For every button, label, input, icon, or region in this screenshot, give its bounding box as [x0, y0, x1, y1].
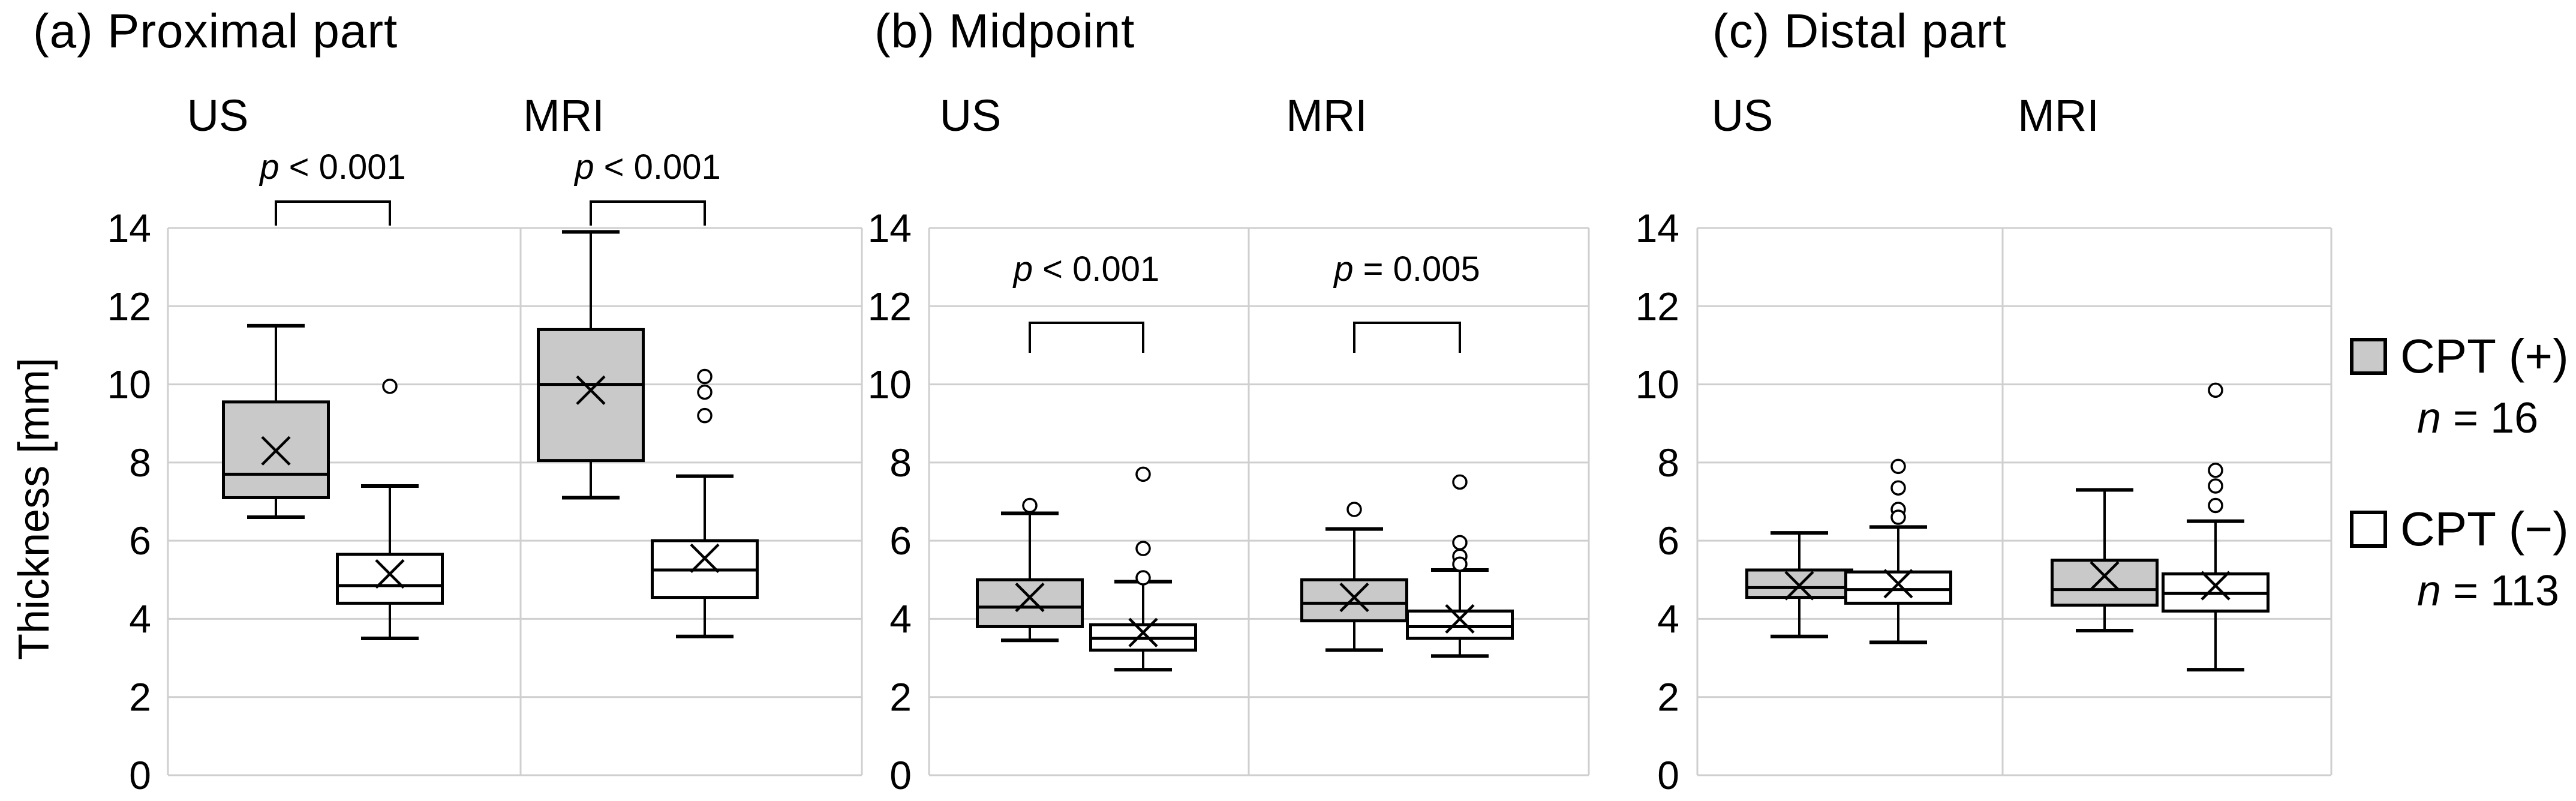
mean-x-marker [1128, 617, 1158, 647]
modality-label-c-mri: MRI [2018, 91, 2099, 140]
mean-x-marker [2201, 571, 2231, 601]
p-value-bracket [1353, 322, 1461, 353]
p-value-label: p = 0.005 [1333, 250, 1480, 289]
modality-label-b-us: US [939, 91, 1002, 140]
legend-swatch-cpt-negative [2350, 511, 2387, 548]
outlier-point [2208, 497, 2223, 514]
legend-label-cpt-positive: CPT (+) [2400, 329, 2569, 383]
y-tick-label: 14 [107, 206, 151, 250]
box-cpt-positive [2051, 559, 2159, 607]
outlier-point [697, 384, 713, 400]
panel-title-a: (a) Proximal part [33, 4, 398, 58]
legend-count-cpt-negative: n = 113 [2417, 567, 2559, 615]
mean-x-marker [690, 543, 720, 574]
y-tick-label: 6 [889, 518, 912, 563]
outlier-point [1135, 466, 1151, 482]
modality-label-b-mri: MRI [1286, 91, 1367, 140]
y-tick-label: 6 [129, 518, 151, 563]
mean-x-marker [1883, 569, 1913, 599]
y-tick-label: 2 [1657, 675, 1679, 719]
modality-label-c-us: US [1711, 91, 1774, 140]
y-tick-label: 8 [1657, 440, 1679, 485]
p-value-label: p < 0.001 [258, 148, 406, 187]
p-value-bracket [275, 200, 391, 226]
y-tick-label: 10 [1636, 362, 1679, 407]
box-cpt-negative [1844, 570, 1952, 605]
outlier-point [1890, 458, 1906, 475]
y-tick-label: 0 [129, 753, 151, 797]
p-value-label: p < 0.001 [573, 148, 721, 187]
modality-label-a-mri: MRI [523, 91, 605, 140]
y-axis-title: Thickness [mm] [10, 357, 58, 661]
mean-x-marker [1015, 583, 1045, 613]
modality-label-a-us: US [187, 91, 249, 140]
y-tick-label: 14 [868, 206, 912, 250]
outlier-point [1890, 509, 1906, 525]
box-cpt-negative [1406, 609, 1514, 640]
y-tick-label: 12 [107, 284, 151, 328]
y-tick-label: 0 [889, 753, 912, 797]
outlier-point [2208, 478, 2223, 494]
y-tick-label: 14 [1636, 206, 1679, 250]
y-tick-label: 2 [129, 675, 151, 719]
legend-label-cpt-negative: CPT (−) [2400, 502, 2569, 556]
box-cpt-negative [336, 553, 444, 605]
box-cpt-positive [537, 328, 645, 463]
mean-x-marker [1339, 583, 1369, 613]
p-value-bracket [1029, 322, 1144, 353]
panel-title-b: (b) Midpoint [874, 4, 1135, 58]
y-tick-label: 4 [129, 596, 151, 641]
y-tick-label: 8 [889, 440, 912, 485]
outlier-point [1135, 541, 1151, 556]
outlier-point [1022, 497, 1038, 514]
y-tick-label: 8 [129, 440, 151, 485]
p-value-bracket [590, 200, 706, 226]
y-tick-label: 12 [868, 284, 912, 328]
outlier-point [2208, 382, 2223, 398]
outlier-point [697, 407, 713, 424]
outlier-point [1452, 535, 1468, 551]
outlier-point [1452, 556, 1468, 572]
outlier-point [1890, 480, 1906, 496]
y-tick-label: 10 [107, 362, 151, 407]
y-tick-label: 6 [1657, 518, 1679, 563]
box-cpt-positive [1300, 578, 1408, 623]
outlier-point [1452, 474, 1468, 490]
y-tick-label: 4 [889, 596, 912, 641]
mean-x-marker [2090, 561, 2120, 591]
outlier-point [2208, 463, 2223, 478]
outlier-point [1135, 570, 1151, 586]
y-tick-label: 0 [1657, 753, 1679, 797]
legend-item-cpt-negative: CPT (−) n = 113 [2350, 502, 2569, 616]
mean-x-marker [1445, 604, 1475, 634]
outlier-point [697, 368, 713, 385]
y-tick-label: 12 [1636, 284, 1679, 328]
mean-x-marker [1784, 571, 1814, 601]
mean-x-marker [375, 559, 405, 589]
p-value-label: p < 0.001 [1012, 250, 1160, 289]
y-tick-label: 10 [868, 362, 912, 407]
y-tick-label: 4 [1657, 596, 1679, 641]
y-tick-label: 2 [889, 675, 912, 719]
panel-title-c: (c) Distal part [1712, 4, 2007, 58]
legend-swatch-cpt-positive [2350, 338, 2387, 375]
legend-count-cpt-positive: n = 16 [2417, 394, 2539, 442]
mean-x-marker [576, 375, 606, 405]
box-cpt-positive [1745, 568, 1853, 599]
outlier-point [1346, 502, 1362, 517]
box-cpt-positive [976, 578, 1084, 628]
outlier-point [382, 379, 398, 394]
mean-x-marker [261, 436, 291, 466]
legend-item-cpt-positive: CPT (+) n = 16 [2350, 329, 2569, 443]
